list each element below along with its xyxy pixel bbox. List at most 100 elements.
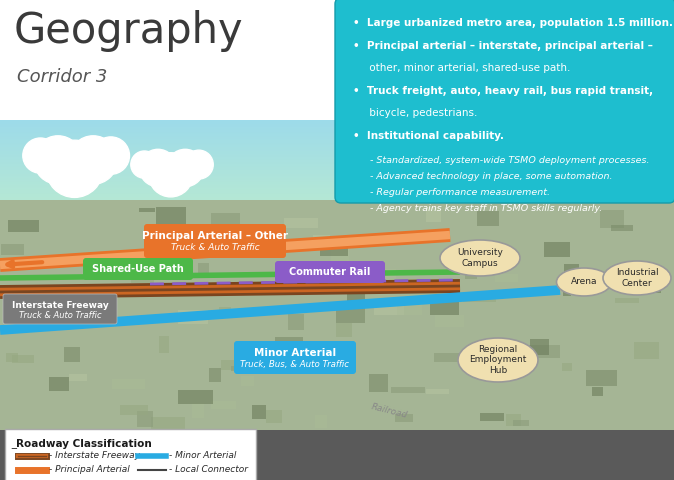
Bar xyxy=(0,178,674,179)
Circle shape xyxy=(46,140,103,197)
Bar xyxy=(0,126,674,127)
Text: •  Principal arterial – interstate, principal arterial –: • Principal arterial – interstate, princ… xyxy=(353,41,653,51)
Bar xyxy=(276,337,303,352)
Bar xyxy=(0,127,674,128)
Bar xyxy=(0,196,674,197)
Bar xyxy=(322,354,352,364)
Bar xyxy=(563,290,572,296)
Bar xyxy=(0,160,674,161)
Bar xyxy=(0,430,674,480)
Bar xyxy=(600,210,624,228)
Bar xyxy=(0,145,674,146)
Bar xyxy=(0,200,674,430)
Bar xyxy=(0,159,674,160)
Bar xyxy=(0,153,674,154)
Circle shape xyxy=(185,150,213,179)
Bar xyxy=(252,405,266,419)
Bar xyxy=(231,366,253,371)
Bar xyxy=(0,195,674,196)
Bar xyxy=(0,192,674,193)
Bar xyxy=(0,199,674,200)
Bar xyxy=(0,138,674,139)
Bar xyxy=(564,264,578,273)
Bar xyxy=(0,120,674,121)
Bar xyxy=(0,162,674,163)
Bar xyxy=(374,303,404,315)
Bar xyxy=(0,121,674,122)
Bar xyxy=(179,231,211,236)
Bar xyxy=(0,130,674,131)
Bar xyxy=(284,218,318,228)
Bar xyxy=(152,417,185,433)
Bar xyxy=(430,302,459,315)
Bar xyxy=(0,183,674,184)
Bar xyxy=(0,161,674,162)
Circle shape xyxy=(92,137,129,174)
Bar xyxy=(0,135,674,136)
Bar xyxy=(611,225,632,231)
Bar xyxy=(369,374,388,392)
FancyBboxPatch shape xyxy=(83,258,193,280)
Bar xyxy=(0,151,674,152)
Bar xyxy=(0,174,674,175)
Bar xyxy=(0,148,674,149)
Bar xyxy=(325,342,350,350)
Bar xyxy=(192,403,204,418)
Bar xyxy=(398,298,423,315)
Bar xyxy=(15,321,42,330)
Bar xyxy=(0,152,674,153)
Bar xyxy=(0,131,674,132)
Text: Truck & Auto Traffic: Truck & Auto Traffic xyxy=(19,312,101,321)
FancyBboxPatch shape xyxy=(3,294,117,324)
Text: Regional
Employment
Hub: Regional Employment Hub xyxy=(469,345,526,375)
Circle shape xyxy=(131,151,158,178)
Bar xyxy=(0,186,674,187)
Bar xyxy=(336,323,352,337)
Bar xyxy=(0,168,674,169)
Bar xyxy=(198,263,209,273)
Bar xyxy=(266,410,282,423)
FancyBboxPatch shape xyxy=(144,224,286,258)
Bar xyxy=(426,207,441,222)
Bar xyxy=(0,176,674,177)
Bar xyxy=(0,147,674,148)
Bar xyxy=(426,389,448,394)
Bar xyxy=(241,376,254,386)
Bar xyxy=(530,339,549,355)
Bar xyxy=(0,171,674,172)
Ellipse shape xyxy=(458,338,538,382)
Text: Railroad: Railroad xyxy=(370,402,408,420)
Bar xyxy=(0,128,674,129)
Bar xyxy=(0,166,674,167)
Bar xyxy=(64,347,80,362)
Bar xyxy=(0,156,674,157)
Bar xyxy=(331,244,349,262)
Bar xyxy=(131,269,154,283)
Bar xyxy=(0,169,674,170)
Bar xyxy=(513,420,528,426)
Text: Truck & Auto Traffic: Truck & Auto Traffic xyxy=(171,243,259,252)
Text: bicycle, pedestrians.: bicycle, pedestrians. xyxy=(353,108,477,118)
Bar xyxy=(0,141,674,142)
Bar xyxy=(592,387,603,396)
Text: Interstate Freeway: Interstate Freeway xyxy=(11,300,109,310)
Bar xyxy=(313,349,341,355)
Bar xyxy=(0,197,674,198)
Text: Truck, Bus, & Auto Traffic: Truck, Bus, & Auto Traffic xyxy=(241,360,350,369)
Bar xyxy=(288,313,304,330)
Text: Arena: Arena xyxy=(571,277,597,287)
Bar xyxy=(0,190,674,191)
Bar xyxy=(156,207,186,224)
Bar xyxy=(0,158,674,159)
Text: - Regular performance measurement.: - Regular performance measurement. xyxy=(358,188,550,197)
Bar xyxy=(69,374,86,381)
Bar xyxy=(336,306,365,323)
Bar xyxy=(137,411,153,427)
Circle shape xyxy=(23,138,58,173)
Bar xyxy=(392,387,425,393)
Bar xyxy=(463,296,495,302)
Bar xyxy=(0,140,674,141)
Text: Geography: Geography xyxy=(14,10,243,52)
Bar xyxy=(0,167,674,168)
Bar xyxy=(0,187,674,188)
